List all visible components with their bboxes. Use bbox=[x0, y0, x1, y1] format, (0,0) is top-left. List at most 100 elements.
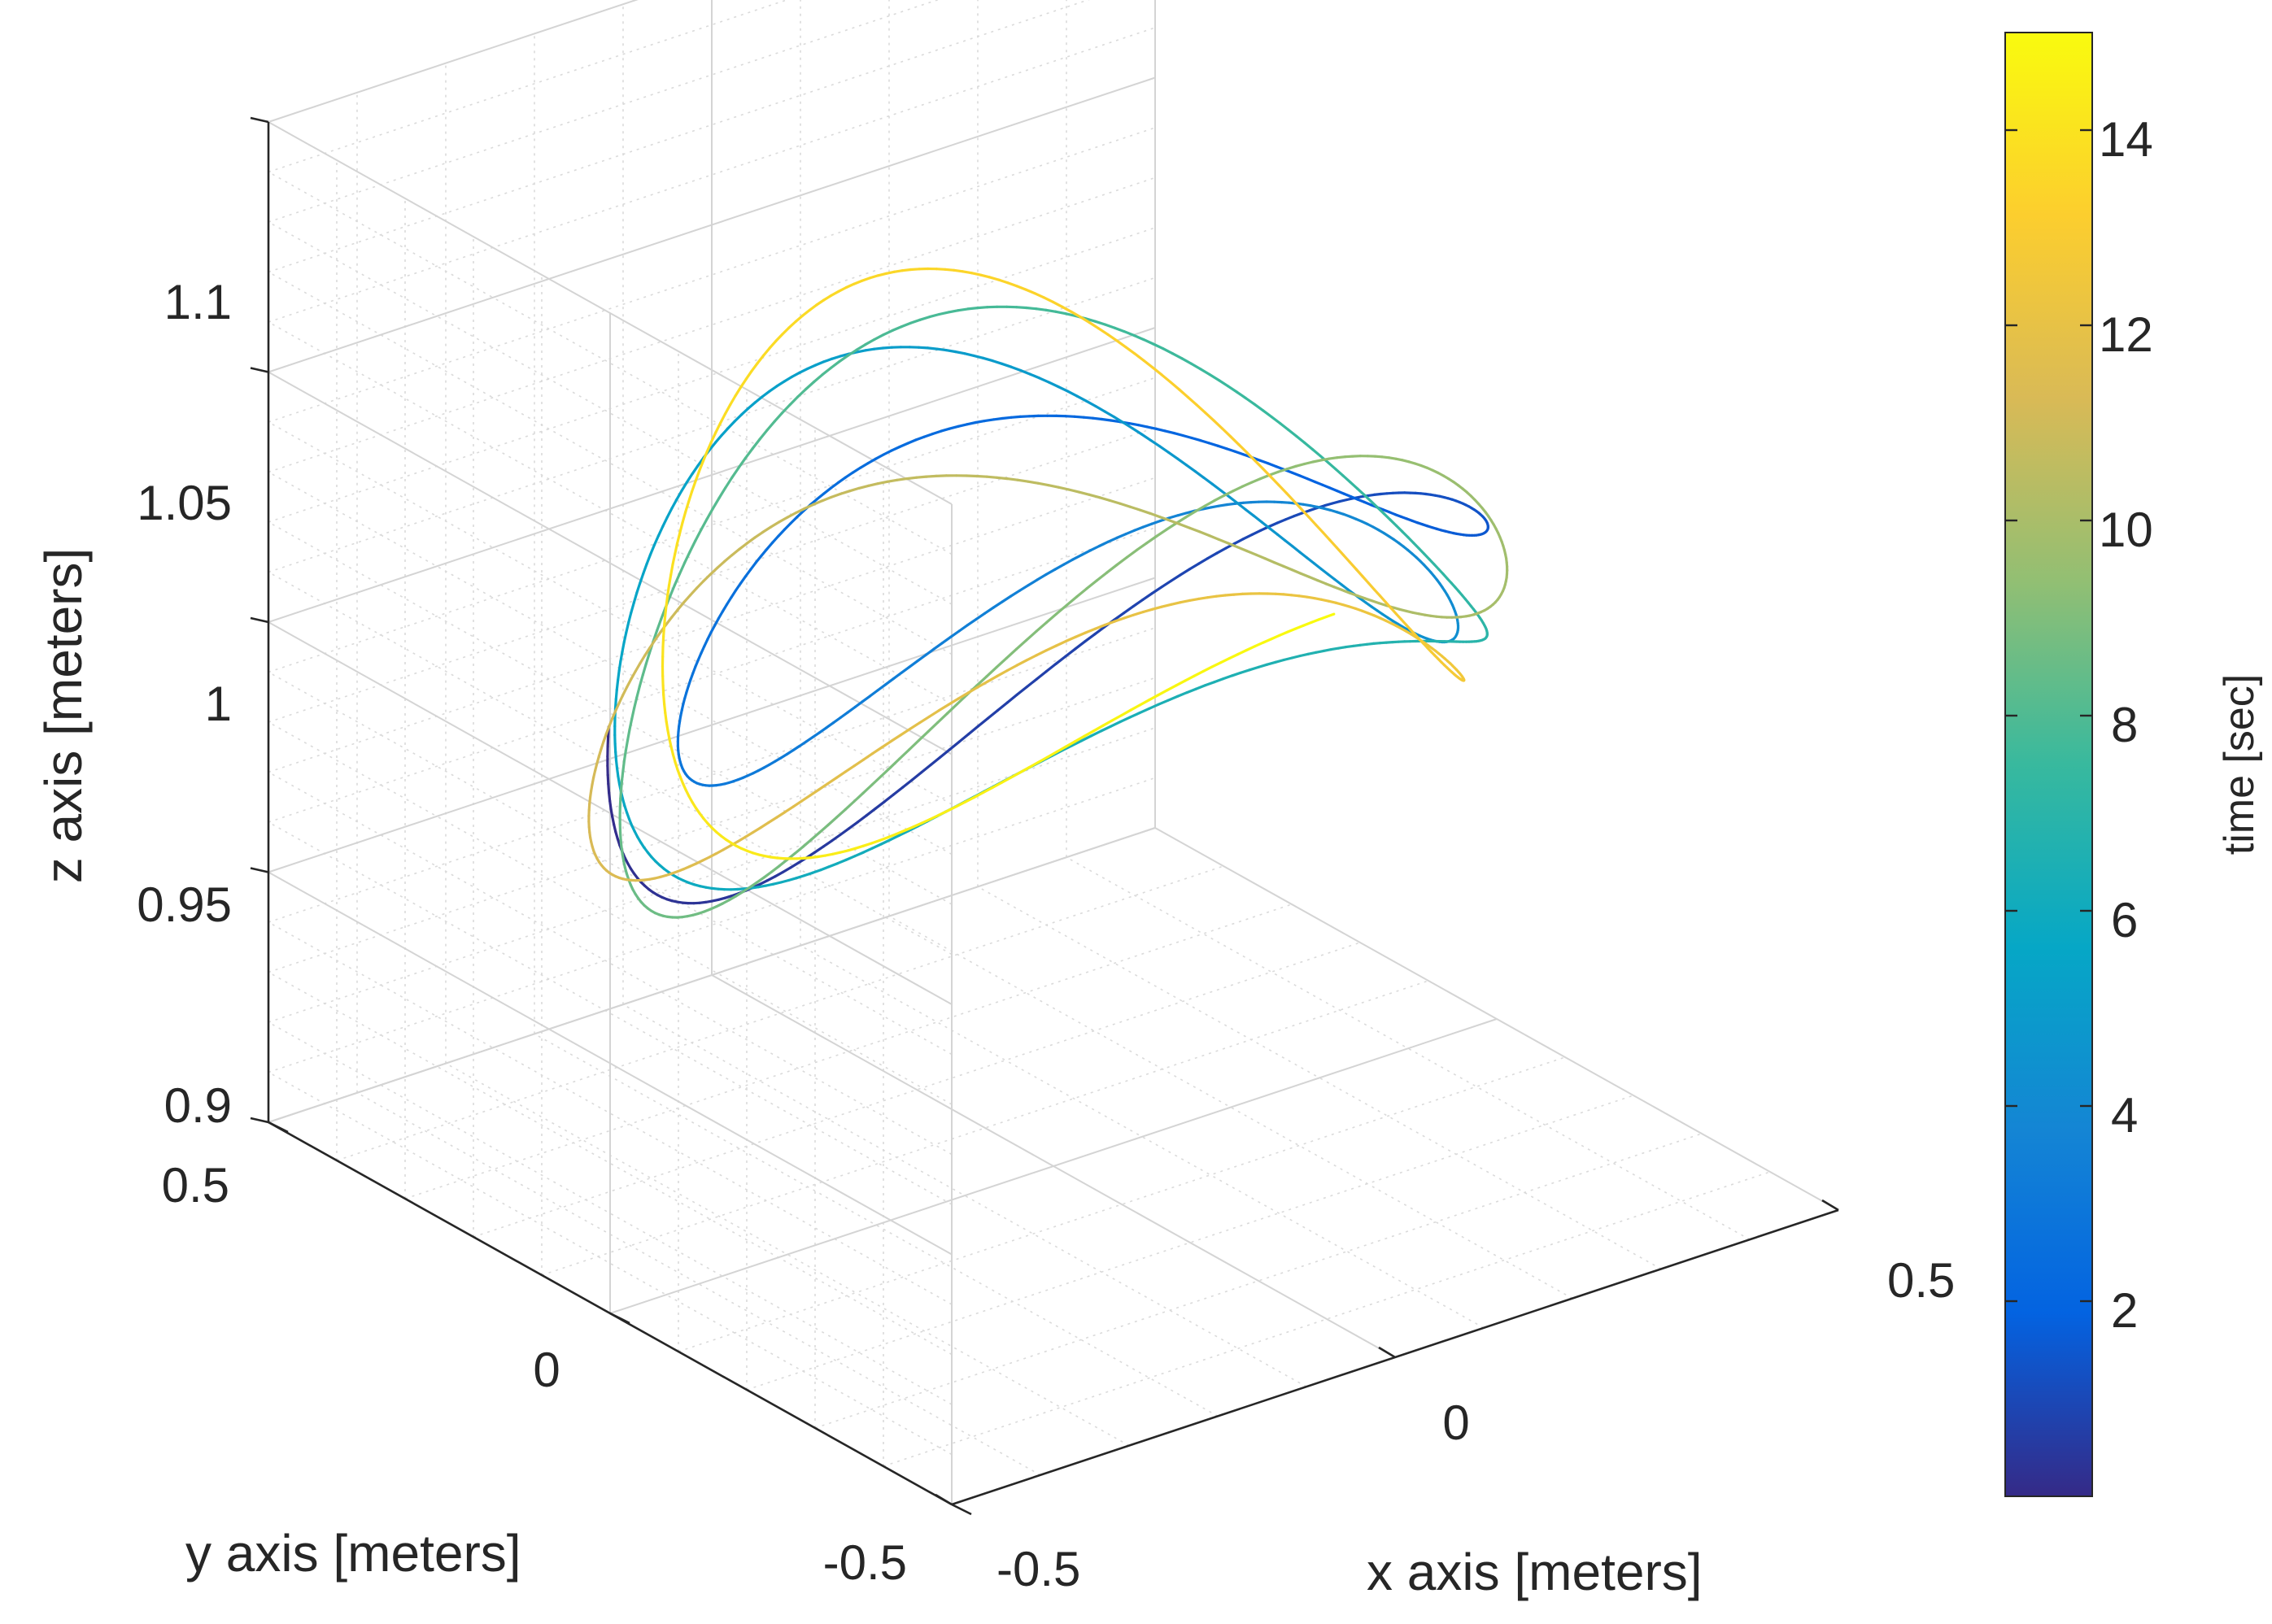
z-tick bbox=[250, 1117, 269, 1124]
trajectory-segment bbox=[1291, 545, 1302, 554]
trajectory-segment bbox=[1257, 663, 1269, 669]
trajectory-segment bbox=[759, 821, 770, 829]
trajectory-segment bbox=[996, 701, 1009, 712]
x-axis-label: x axis [meters] bbox=[1367, 1543, 1703, 1601]
trajectory-segment bbox=[1406, 536, 1415, 545]
trajectory-segment bbox=[837, 285, 848, 293]
trajectory-segment bbox=[613, 697, 617, 710]
trajectory-segment bbox=[1160, 603, 1173, 608]
trajectory-segment bbox=[860, 276, 871, 282]
trajectory-segment bbox=[927, 721, 940, 734]
trajectory-segment bbox=[892, 786, 905, 796]
trajectory-segment bbox=[1099, 725, 1112, 733]
major-gridline bbox=[268, 577, 1156, 873]
trajectory-segment bbox=[1254, 641, 1265, 648]
trajectory-segment bbox=[879, 838, 892, 846]
trajectory-segment bbox=[667, 573, 673, 587]
trajectory-segment bbox=[822, 839, 834, 848]
trajectory-segment bbox=[720, 426, 730, 437]
trajectory-segment bbox=[1389, 518, 1398, 528]
trajectory-segment bbox=[1367, 581, 1376, 591]
trajectory-segment bbox=[866, 482, 879, 488]
trajectory-segment bbox=[737, 456, 748, 469]
trajectory-segment bbox=[674, 542, 679, 555]
trajectory-segment bbox=[794, 314, 805, 324]
trajectory-segment bbox=[1199, 438, 1211, 445]
trajectory-segment bbox=[965, 474, 979, 478]
trajectory-segment bbox=[1113, 326, 1126, 333]
z-tick-label: 1.05 bbox=[137, 476, 232, 530]
trajectory-segment bbox=[946, 805, 958, 812]
trajectory-segment bbox=[609, 808, 614, 819]
trajectory-segment bbox=[874, 453, 885, 460]
trajectory-segment bbox=[827, 862, 839, 869]
trajectory-segment bbox=[1168, 519, 1182, 526]
trajectory-segment bbox=[1132, 333, 1145, 342]
trajectory-segment bbox=[753, 530, 765, 539]
minor-gridline bbox=[888, 915, 1573, 1300]
trajectory-segment bbox=[648, 543, 656, 556]
trajectory-segment bbox=[1171, 352, 1184, 360]
trajectory-segment bbox=[1315, 649, 1325, 654]
trajectory-segment bbox=[1245, 451, 1257, 463]
trajectory-segment bbox=[899, 727, 912, 737]
minor-gridline bbox=[268, 221, 953, 605]
major-gridline bbox=[268, 121, 953, 505]
trajectory-segment bbox=[922, 432, 935, 438]
trajectory-segment bbox=[1166, 684, 1178, 692]
trajectory-segment bbox=[878, 836, 890, 842]
trajectory-segment bbox=[1328, 538, 1338, 550]
trajectory-segment bbox=[1300, 507, 1310, 519]
trajectory-segment bbox=[761, 390, 771, 398]
minor-gridline bbox=[1066, 856, 1751, 1240]
trajectory-segment bbox=[1213, 677, 1225, 684]
trajectory-segment bbox=[1150, 519, 1162, 525]
trajectory-segment bbox=[730, 547, 741, 557]
trajectory-segment bbox=[681, 511, 687, 525]
trajectory-segment bbox=[865, 807, 877, 817]
trajectory-segment bbox=[780, 403, 791, 415]
trajectory-segment bbox=[1282, 656, 1293, 662]
trajectory-segment bbox=[1341, 553, 1352, 564]
trajectory-segment bbox=[1310, 447, 1322, 458]
trajectory-segment bbox=[775, 810, 787, 819]
trajectory-segment bbox=[1025, 306, 1038, 311]
trajectory-segment bbox=[638, 673, 644, 688]
trajectory-segment bbox=[1014, 638, 1028, 651]
trajectory-segment bbox=[1025, 629, 1038, 642]
trajectory-segment bbox=[602, 732, 608, 743]
z-axis-label: z axis [meters] bbox=[34, 548, 93, 884]
trajectory-segment bbox=[803, 503, 815, 510]
trajectory-segment bbox=[853, 758, 866, 768]
minor-gridline bbox=[268, 227, 1156, 523]
trajectory-segment bbox=[1310, 618, 1321, 625]
trajectory-segment bbox=[1307, 516, 1318, 527]
trajectory-segment bbox=[615, 767, 620, 778]
trajectory-segment bbox=[924, 647, 935, 657]
trajectory-segment bbox=[670, 498, 678, 510]
trajectory-segment bbox=[1245, 645, 1257, 652]
trajectory-segment bbox=[1276, 518, 1288, 525]
trajectory-segment bbox=[1188, 562, 1201, 571]
major-gridline bbox=[268, 327, 1156, 623]
trajectory-segment bbox=[1110, 713, 1123, 722]
major-gridline bbox=[268, 621, 953, 1005]
trajectory-segment bbox=[775, 380, 786, 388]
trajectory-segment bbox=[985, 665, 998, 678]
trajectory-segment bbox=[739, 377, 748, 389]
trajectory-segment bbox=[1044, 662, 1058, 673]
trajectory-segment bbox=[838, 354, 849, 364]
trajectory-segment bbox=[722, 554, 734, 564]
trajectory-segment bbox=[1038, 377, 1051, 384]
minor-gridline bbox=[268, 271, 953, 655]
trajectory-segment bbox=[1188, 597, 1201, 603]
colorbar-label: time [sec] bbox=[2216, 674, 2263, 856]
trajectory-segment bbox=[664, 712, 668, 724]
trajectory-segment bbox=[1109, 720, 1122, 728]
z-tick-label: 0.9 bbox=[164, 1078, 232, 1133]
trajectory-segment bbox=[1123, 613, 1136, 620]
trajectory-segment bbox=[1100, 417, 1113, 422]
minor-gridline bbox=[268, 321, 953, 705]
trajectory-segment bbox=[873, 346, 885, 350]
trajectory-segment bbox=[1132, 525, 1145, 532]
